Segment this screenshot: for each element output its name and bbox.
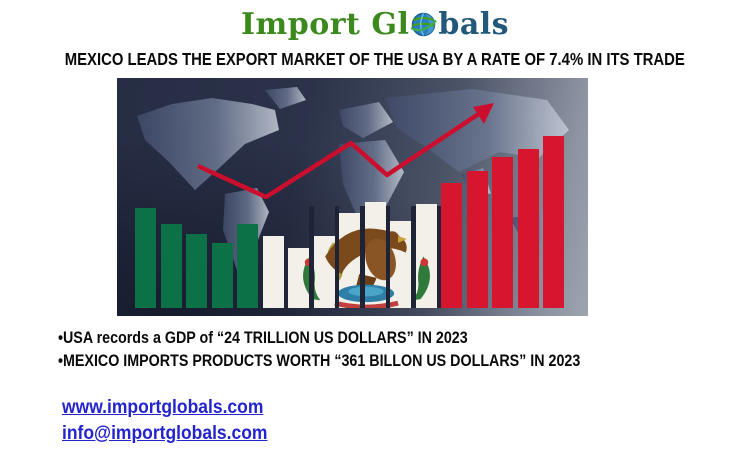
green-bar (160, 224, 182, 308)
headline: MEXICO LEADS THE EXPORT MARKET OF THE US… (64, 49, 686, 69)
hero-illustration (117, 78, 588, 316)
white-bar (262, 236, 284, 308)
red-bar (492, 157, 513, 308)
contact-links: www.importglobals.com info@importglobals… (62, 395, 285, 447)
brand-logo: Import Gl bals (0, 7, 750, 46)
bar-gap-stripe (385, 206, 390, 308)
trend-arrow (197, 103, 494, 200)
green-bar (135, 208, 156, 308)
bar-gap-stripe (360, 206, 365, 308)
bar-gap-stripe (309, 206, 314, 308)
bullet-mexico-imports: •MEXICO IMPORTS PRODUCTS WORTH “361 BILL… (58, 350, 581, 370)
email-link[interactable]: info@importglobals.com (62, 423, 268, 444)
logo-text-left: Import Gl (240, 7, 410, 42)
red-bar (517, 149, 539, 308)
globe-icon (410, 11, 438, 46)
bar-gap-stripe (334, 206, 339, 308)
red-bar (543, 136, 564, 308)
green-bar (237, 224, 258, 308)
red-bar (441, 183, 462, 308)
bullet-usa-gdp: •USA records a GDP of “24 TRILLION US DO… (58, 328, 468, 347)
logo-text-right: bals (438, 7, 510, 42)
green-bar (186, 234, 207, 308)
mexico-coat-of-arms (303, 228, 430, 308)
white-bar (288, 248, 309, 308)
bullet-list: •USA records a GDP of “24 TRILLION US DO… (58, 327, 680, 372)
website-link[interactable]: www.importglobals.com (62, 397, 264, 418)
green-bar (211, 243, 233, 308)
bar-gap-stripe (411, 206, 416, 308)
bar-gap-stripe (436, 206, 441, 308)
red-bar (466, 171, 488, 308)
